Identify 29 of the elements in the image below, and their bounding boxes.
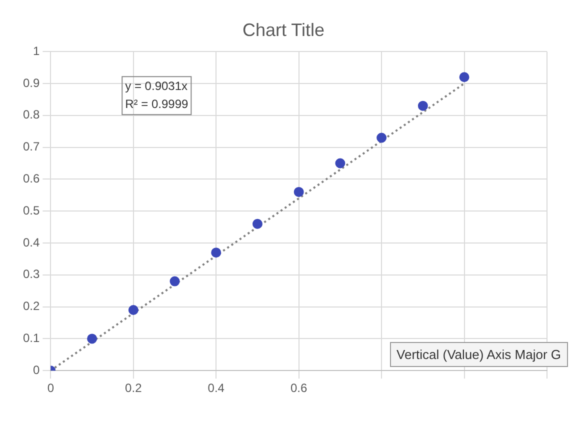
y-tick-label: 0.7 (22, 140, 40, 154)
x-tick-label: 0.4 (208, 381, 225, 396)
annotation: Vertical (Value) Axis Major G (390, 342, 568, 367)
chart-title: Chart Title (242, 20, 325, 40)
y-tick-label: 0.5 (22, 203, 40, 218)
point (294, 186, 304, 197)
x-tick-label: 0.6 (290, 381, 308, 396)
point (418, 100, 428, 111)
point (211, 248, 222, 258)
point (335, 158, 346, 168)
point (128, 304, 138, 315)
point (170, 276, 180, 286)
y-tick-label: 0.9 (22, 76, 40, 90)
y-tick-label: 0.4 (22, 235, 40, 250)
y-tick-label: 0.8 (22, 108, 40, 122)
y-tick-label: 0.6 (22, 172, 40, 186)
point (252, 218, 262, 229)
annotation: y = 0.9031x (125, 78, 188, 93)
y-tick-label: 0.3 (22, 267, 40, 282)
x-tick-label: 0 (47, 381, 54, 396)
point (87, 334, 98, 344)
point (376, 132, 387, 143)
y-tick-label: 1 (32, 44, 40, 58)
point (459, 72, 470, 82)
y-tick-label: 0.1 (22, 331, 40, 346)
annotation: R² = 0.9999 (125, 96, 188, 111)
y-tick-label: 0.2 (22, 299, 40, 314)
y-tick-label: 0 (32, 362, 40, 377)
x-tick-label: 0.2 (125, 381, 142, 396)
